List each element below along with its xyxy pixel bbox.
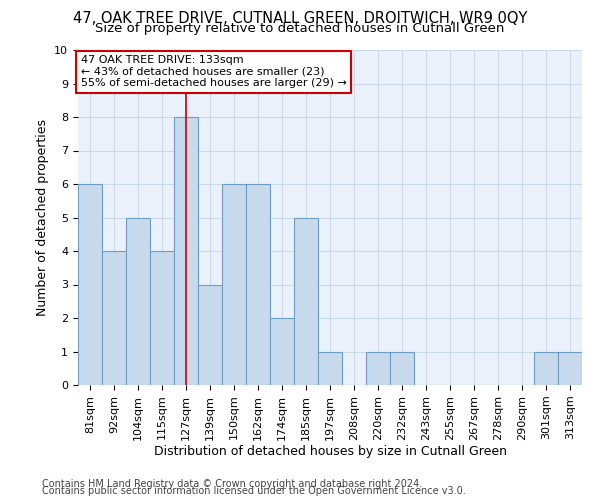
Bar [174, 117, 198, 385]
Bar [558, 352, 582, 385]
Bar [390, 352, 414, 385]
Bar [78, 184, 102, 385]
Text: 47, OAK TREE DRIVE, CUTNALL GREEN, DROITWICH, WR9 0QY: 47, OAK TREE DRIVE, CUTNALL GREEN, DROIT… [73, 11, 527, 26]
Bar [198, 284, 222, 385]
Text: Contains public sector information licensed under the Open Government Licence v3: Contains public sector information licen… [42, 486, 466, 496]
X-axis label: Distribution of detached houses by size in Cutnall Green: Distribution of detached houses by size … [154, 446, 506, 458]
Bar [126, 218, 150, 385]
Bar [270, 318, 294, 385]
Text: Size of property relative to detached houses in Cutnall Green: Size of property relative to detached ho… [95, 22, 505, 35]
Bar [294, 218, 318, 385]
Bar [246, 184, 270, 385]
Bar [102, 251, 126, 385]
Bar [318, 352, 342, 385]
Bar [222, 184, 246, 385]
Bar [366, 352, 390, 385]
Text: Contains HM Land Registry data © Crown copyright and database right 2024.: Contains HM Land Registry data © Crown c… [42, 479, 422, 489]
Bar [150, 251, 174, 385]
Text: 47 OAK TREE DRIVE: 133sqm
← 43% of detached houses are smaller (23)
55% of semi-: 47 OAK TREE DRIVE: 133sqm ← 43% of detac… [80, 55, 346, 88]
Bar [534, 352, 558, 385]
Y-axis label: Number of detached properties: Number of detached properties [36, 119, 49, 316]
